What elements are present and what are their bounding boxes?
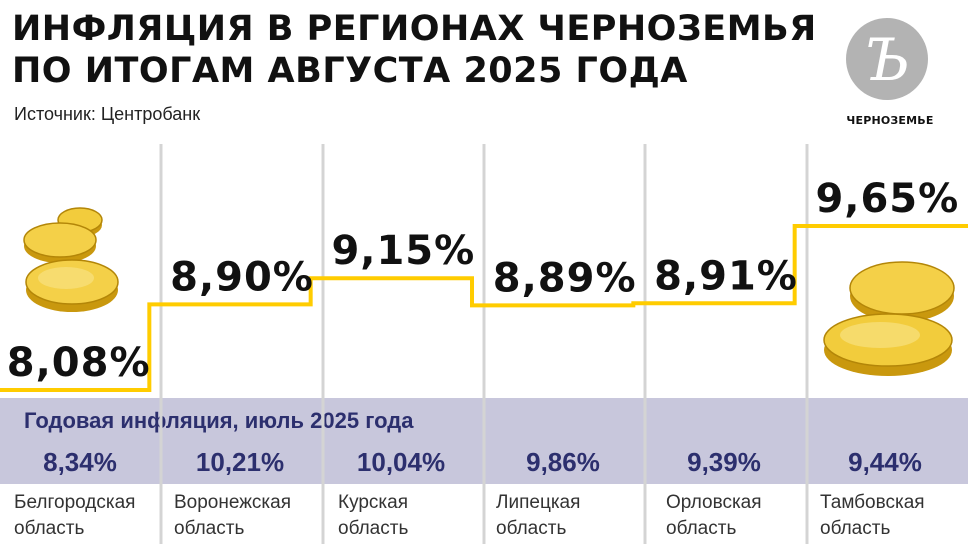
- band-value-voronezh: 10,21%: [195, 447, 285, 477]
- region-suffix: область: [496, 518, 567, 539]
- region-suffix: область: [174, 518, 245, 539]
- region-label-tambov: Тамбовская область: [820, 490, 968, 542]
- value-label: 9,65%: [815, 176, 959, 222]
- band-value-lipetsk: 9,86%: [526, 447, 600, 477]
- region-label-orel: Орловская область: [666, 490, 816, 542]
- region-name: Тамбовская: [820, 492, 925, 513]
- region-label-kursk: Курская область: [338, 490, 488, 542]
- region-suffix: область: [338, 518, 409, 539]
- source-note: Источник: Центробанк: [14, 104, 201, 124]
- kommersant-logo: Ъ ЧЕРНОЗЕМЬЕ: [840, 18, 940, 130]
- region-name: Белгородская: [14, 492, 136, 513]
- region-suffix: область: [666, 518, 737, 539]
- region-suffix: область: [820, 518, 891, 539]
- chart-title-line-2: ПО ИТОГАМ АВГУСТА 2025 ГОДА: [12, 51, 688, 91]
- coin-pile-icon: [823, 261, 955, 376]
- band-value-kursk: 10,04%: [356, 447, 446, 477]
- region-label-voronezh: Воронежская область: [174, 490, 324, 542]
- logo-circle-icon: [846, 18, 928, 100]
- value-label: 8,90%: [170, 254, 314, 300]
- column-dividers: [159, 144, 809, 544]
- region-label-lipetsk: Липецкая область: [496, 490, 646, 542]
- band-value-belgorod: 8,34%: [43, 447, 117, 477]
- band-value-tambov: 9,44%: [848, 447, 922, 477]
- region-name: Курская: [338, 492, 409, 513]
- band-value-orel: 9,39%: [687, 447, 761, 477]
- region-suffix: область: [14, 518, 85, 539]
- region-name: Воронежская: [174, 492, 292, 513]
- value-labels: 8,08% 8,90% 9,15% 8,89% 8,91% 9,65%: [7, 176, 959, 386]
- inflation-step-line: [0, 224, 968, 392]
- annual-inflation-label: Годовая инфляция, июль 2025 года: [24, 408, 414, 433]
- chart-title: ИНФЛЯЦИЯ В РЕГИОНАХ ЧЕРНОЗЕМЬЯ ПО ИТОГАМ…: [12, 8, 817, 92]
- value-label: 8,08%: [7, 340, 151, 386]
- region-name: Липецкая: [496, 492, 581, 513]
- value-label: 9,15%: [331, 228, 475, 274]
- region-name: Орловская: [666, 492, 762, 513]
- logo-letter: Ъ: [863, 26, 911, 94]
- value-label: 8,89%: [493, 255, 637, 301]
- value-label: 8,91%: [654, 253, 798, 299]
- logo-caption: ЧЕРНОЗЕМЬЕ: [846, 114, 934, 127]
- chart-title-line-1: ИНФЛЯЦИЯ В РЕГИОНАХ ЧЕРНОЗЕМЬЯ: [12, 9, 817, 49]
- coin-stack-icon: [23, 207, 119, 312]
- region-label-belgorod: Белгородская область: [14, 490, 164, 542]
